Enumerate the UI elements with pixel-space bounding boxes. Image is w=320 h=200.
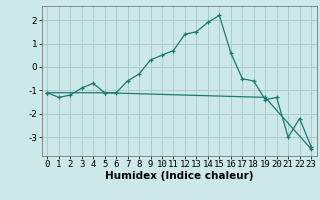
X-axis label: Humidex (Indice chaleur): Humidex (Indice chaleur)	[105, 171, 253, 181]
